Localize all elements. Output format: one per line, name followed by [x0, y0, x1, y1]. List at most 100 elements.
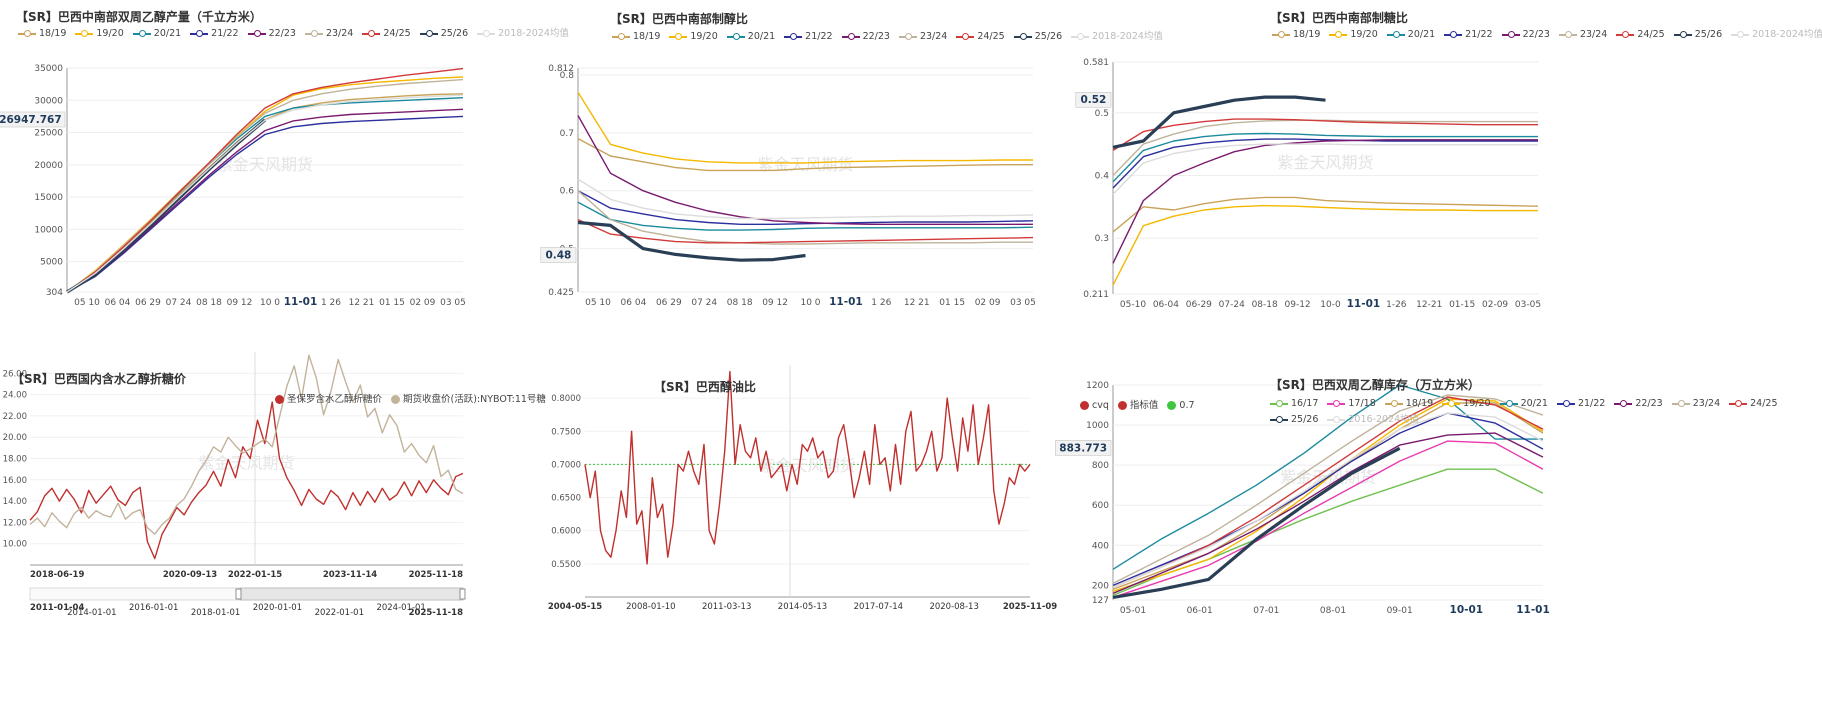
legend-label: 25/26 — [1291, 414, 1319, 425]
legend-swatch — [726, 32, 745, 42]
x-tick-label: 02-09 — [1482, 300, 1508, 310]
legend-item-avg[interactable]: 圣保罗含水乙醇折糖价 — [275, 393, 382, 407]
legend-item-24-25[interactable]: 24/25 — [1729, 396, 1778, 412]
legend-item-17-18[interactable]: 17/18 — [1327, 396, 1376, 412]
chart-legend[interactable]: 18/19 19/20 20/21 21/22 22/23 23/24 24/25 25/26… — [18, 27, 578, 41]
panel-ethanol-production: 【SR】巴西中南部双周乙醇产量（千立方米） 18/19 19/20 20/21 21/… — [0, 0, 569, 300]
legend-item-22-23[interactable]: 22/23 — [1501, 28, 1550, 42]
legend-label: 19/20 — [96, 28, 124, 39]
legend-item-NYBOT-11[interactable]: 期货收盘价(活跃):NYBOT:11号糖 — [391, 393, 546, 407]
legend-item-23-24[interactable]: 23/24 — [1671, 396, 1720, 412]
legend-swatch — [1501, 30, 1520, 40]
legend-swatch — [1167, 401, 1177, 410]
panel-ethanol-inventory: 【SR】巴西双周乙醇库存（万立方米） 16/17 17/18 18/19 19/20 2… — [1260, 370, 1820, 722]
legend-item-18-19[interactable]: 18/19 — [1272, 28, 1320, 42]
legend-swatch — [391, 395, 401, 404]
legend-item-0-7[interactable]: 0.7 — [1167, 399, 1195, 413]
x-tick-label: 01-15 — [1449, 300, 1475, 310]
legend-swatch — [1614, 399, 1633, 409]
legend-item-22-23[interactable]: 22/23 — [841, 30, 890, 44]
legend-label: 21/22 — [211, 28, 239, 39]
legend-item-23-24[interactable]: 23/24 — [304, 27, 353, 41]
legend-label: 0.7 — [1179, 400, 1195, 411]
legend-item-25-26[interactable]: 25/26 — [419, 27, 468, 41]
legend-item-18-19[interactable]: 18/19 — [612, 30, 660, 44]
legend-swatch — [1673, 30, 1692, 40]
legend-label: 24/25 — [1637, 29, 1665, 40]
legend-item-18-19[interactable]: 18/19 — [1384, 396, 1433, 412]
legend-swatch — [275, 395, 284, 404]
chart-legend[interactable]: 圣保罗含水乙醇折糖价 期货收盘价(活跃):NYBOT:11号糖 — [275, 393, 555, 407]
legend-item-2016-2024[interactable]: 2016-2024均值 — [1327, 412, 1419, 428]
legend-label: 19/20 — [1350, 29, 1378, 40]
chart-legend[interactable]: 18/19 19/20 20/21 21/22 22/23 23/24 24/25 25/26… — [1272, 28, 1822, 42]
legend-item-20-21[interactable]: 20/21 — [726, 30, 776, 44]
legend-item-22-23[interactable]: 22/23 — [1614, 396, 1663, 412]
chart-legend[interactable]: 18/19 19/20 20/21 21/22 22/23 23/24 24/25 25/26… — [612, 30, 1172, 44]
legend-swatch — [190, 29, 209, 39]
legend-swatch — [1442, 399, 1461, 409]
legend-item-24-25[interactable]: 24/25 — [1616, 28, 1665, 42]
legend-label: 19/20 — [1463, 398, 1491, 409]
legend-item-23-24[interactable]: 23/24 — [1558, 28, 1607, 42]
legend-label: 20/21 — [747, 31, 776, 42]
legend-item-21-22[interactable]: 21/22 — [190, 27, 239, 41]
legend-item-21-22[interactable]: 21/22 — [784, 30, 833, 44]
legend-swatch — [1272, 30, 1290, 40]
legend-item-19-20[interactable]: 19/20 — [1442, 396, 1491, 412]
legend-item-2018-2024[interactable]: 2018-2024均值 — [477, 27, 569, 41]
legend-label: 22/23 — [268, 28, 296, 39]
chart-legend[interactable]: 16/17 17/18 18/19 19/20 20/21 21/22 22/23 23/24… — [1270, 396, 1822, 428]
legend-swatch — [1270, 415, 1288, 425]
legend-label: cvq — [1092, 400, 1109, 411]
legend-item-23-24[interactable]: 23/24 — [898, 30, 947, 44]
legend-item-18-19[interactable]: 18/19 — [18, 27, 66, 41]
panel-ethanol-mix-ratio: 【SR】巴西中南部制醇比 18/19 19/20 20/21 21/22 22/23 23… — [600, 0, 1163, 300]
legend-label: 20/21 — [1520, 398, 1548, 409]
legend-item-21-22[interactable]: 21/22 — [1444, 28, 1493, 42]
legend-item-16-17[interactable]: 16/17 — [1270, 396, 1318, 412]
legend-label: 圣保罗含水乙醇折糖价 — [287, 394, 383, 405]
legend-label: 25/26 — [1694, 29, 1723, 40]
legend-item-24-25[interactable]: 24/25 — [956, 30, 1005, 44]
legend-label: 21/22 — [1577, 398, 1606, 409]
x-tick-label: 10-0 — [1320, 300, 1341, 310]
legend-item-25-26[interactable]: 25/26 — [1270, 412, 1318, 428]
legend-label: 19/20 — [690, 31, 718, 42]
legend-item-2018-2024[interactable]: 2018-2024均值 — [1071, 30, 1163, 44]
legend-item-2018-2024[interactable]: 2018-2024均值 — [1731, 28, 1822, 42]
legend-swatch — [669, 32, 688, 42]
legend-swatch — [75, 29, 94, 39]
legend-item-19-20[interactable]: 19/20 — [75, 27, 124, 41]
legend-item-25-26[interactable]: 25/26 — [1673, 28, 1723, 42]
legend-item-19-20[interactable]: 19/20 — [669, 30, 718, 44]
legend-swatch — [1329, 30, 1348, 40]
legend-label: 22/23 — [1522, 29, 1550, 40]
legend-label: 20/21 — [153, 28, 182, 39]
chart-title: 【SR】巴西醇油比 — [654, 380, 756, 394]
legend-swatch — [1384, 399, 1403, 409]
legend-item-20-21[interactable]: 20/21 — [132, 27, 182, 41]
x-tick-label: 1-26 — [1386, 300, 1407, 310]
chart-title: 【SR】巴西中南部制糖比 — [1270, 11, 1408, 25]
legend-item-24-25[interactable]: 24/25 — [362, 27, 411, 41]
legend-label: 21/22 — [1465, 29, 1493, 40]
legend-item-cvq[interactable]: cvq — [1080, 399, 1109, 413]
legend-item-20-21[interactable]: 20/21 — [1499, 396, 1548, 412]
chart-title: 【SR】巴西中南部制醇比 — [610, 12, 748, 26]
legend-item-19-20[interactable]: 19/20 — [1329, 28, 1378, 42]
legend-item-21-22[interactable]: 21/22 — [1556, 396, 1606, 412]
x-tick-label: 09-12 — [1285, 300, 1311, 310]
legend-swatch — [612, 32, 630, 42]
panel-sugar-mix-ratio: 【SR】巴西中南部制糖比 18/19 19/20 20/21 21/22 22/23 23… — [1260, 0, 1822, 300]
legend-label: 25/26 — [1034, 31, 1063, 42]
legend-swatch — [362, 29, 381, 39]
legend-item-avg[interactable]: 指标值 — [1117, 399, 1158, 413]
legend-swatch — [1080, 401, 1089, 410]
legend-swatch — [898, 32, 917, 42]
legend-item-22-23[interactable]: 22/23 — [247, 27, 296, 41]
legend-label: 2018-2024均值 — [1752, 29, 1822, 40]
legend-item-20-21[interactable]: 20/21 — [1386, 28, 1435, 42]
legend-item-25-26[interactable]: 25/26 — [1013, 30, 1063, 44]
chart-legend[interactable]: cvq 指标值 0.7 — [1080, 399, 1204, 413]
